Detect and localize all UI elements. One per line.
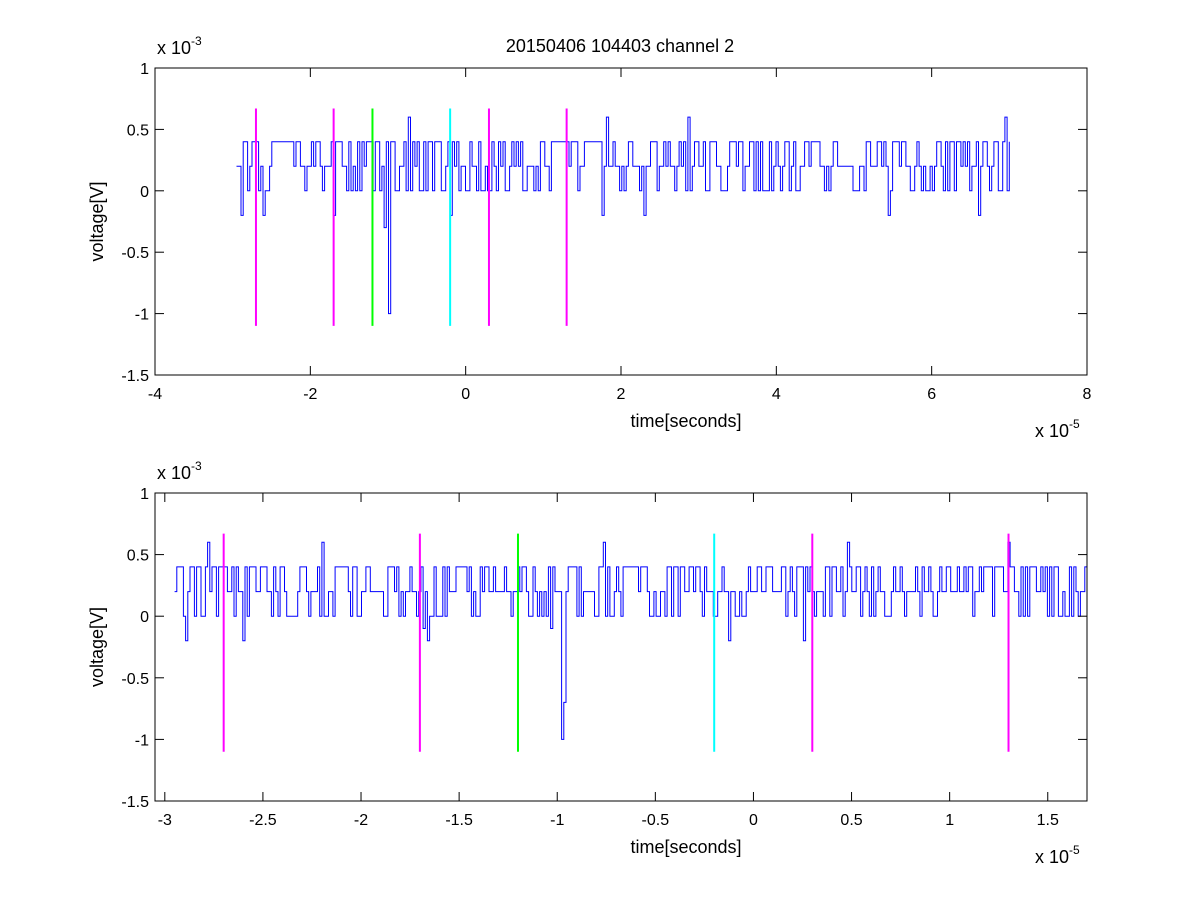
bottom-x-tick-label: -1 xyxy=(550,812,564,829)
bottom-x-tick-label: 0 xyxy=(749,812,758,829)
top-subplot: -4 -2 0 2 4 6 8 -1.5-1-0.500.51 time[seconds] … xyxy=(87,34,1092,441)
bottom-x-tick-label: -1.5 xyxy=(445,812,473,829)
top-x-tick-label: 2 xyxy=(617,386,626,403)
bottom-x-ticks: -3 -2.5 -2 -1.5 -1 -0.5 0 0.5 1 1.5 xyxy=(158,493,1059,829)
top-voltage-series-line xyxy=(236,116,1010,315)
top-y-tick-label: -0.5 xyxy=(121,245,149,262)
top-x-exponent: x 10-5 xyxy=(1035,417,1080,441)
top-y-tick-label: 0.5 xyxy=(127,122,149,139)
bottom-x-tick-label: -2.5 xyxy=(249,812,277,829)
bottom-y-ticks: -1.5 -1 -0.5 0 0.5 1 xyxy=(121,486,1087,811)
top-y-tick-label: 1 xyxy=(140,61,149,78)
bottom-x-tick-label: -2 xyxy=(354,812,368,829)
top-y-tick-label: -1.5 xyxy=(121,368,149,385)
bottom-marker-layer xyxy=(222,533,1010,752)
top-x-tick-label: 8 xyxy=(1083,386,1092,403)
bottom-y-tick-label: 1 xyxy=(140,486,149,503)
top-x-ticks: -4 -2 0 2 4 6 8 xyxy=(148,68,1092,403)
bottom-x-exponent-power: -5 xyxy=(1069,843,1080,857)
bottom-y-tick-label: -1 xyxy=(135,732,149,749)
top-y-exponent-base: x 10 xyxy=(157,38,191,58)
top-x-tick-label: 4 xyxy=(772,386,781,403)
top-y-exponent-power: -3 xyxy=(191,34,202,48)
bottom-y-exponent: x 10-3 xyxy=(157,459,202,483)
top-x-tick-label: 0 xyxy=(461,386,470,403)
bottom-x-axis-label: time[seconds] xyxy=(630,837,741,857)
bottom-y-tick-label: 0 xyxy=(140,609,149,626)
top-x-tick-label: 6 xyxy=(927,386,936,403)
top-x-exponent-power: -5 xyxy=(1069,417,1080,431)
bottom-y-tick-label: -0.5 xyxy=(121,671,149,688)
bottom-subplot: -3 -2.5 -2 -1.5 -1 -0.5 0 0.5 1 1.5 -1.5 -1 -0.5 0 0.… xyxy=(87,459,1088,867)
top-y-tick-label: 0 xyxy=(140,184,149,201)
bottom-x-exponent: x 10-5 xyxy=(1035,843,1080,867)
bottom-x-tick-label: -0.5 xyxy=(642,812,670,829)
top-x-axis-label: time[seconds] xyxy=(630,411,741,431)
bottom-x-tick-label: 1.5 xyxy=(1037,812,1059,829)
bottom-axes-frame xyxy=(154,492,1088,802)
bottom-x-tick-label: 0.5 xyxy=(840,812,862,829)
top-x-tick-label: -2 xyxy=(303,386,317,403)
top-y-axis-label: voltage[V] xyxy=(87,181,107,261)
chart-title: 20150406 104403 channel 2 xyxy=(506,36,734,56)
top-y-tick-label: -1 xyxy=(135,307,149,324)
bottom-plot-area xyxy=(174,541,1088,740)
top-marker-layer xyxy=(254,108,568,326)
bottom-y-tick-label: 0.5 xyxy=(127,548,149,565)
bottom-y-tick-label: -1.5 xyxy=(121,794,149,811)
top-y-ticks: -1.5 -1 -0.5 0 0.5 1 xyxy=(121,61,1087,385)
bottom-x-exponent-base: x 10 xyxy=(1035,847,1069,867)
bottom-y-axis-label: voltage[V] xyxy=(87,607,107,687)
bottom-x-tick-label: -3 xyxy=(158,812,172,829)
bottom-voltage-series-line xyxy=(174,541,1088,740)
top-x-exponent-base: x 10 xyxy=(1035,421,1069,441)
top-x-tick-label: -4 xyxy=(148,386,162,403)
top-plot-area xyxy=(236,116,1010,315)
bottom-y-exponent-power: -3 xyxy=(191,459,202,473)
top-y-exponent: x 10-3 xyxy=(157,34,202,58)
bottom-y-exponent-base: x 10 xyxy=(157,463,191,483)
bottom-x-tick-label: 1 xyxy=(945,812,954,829)
